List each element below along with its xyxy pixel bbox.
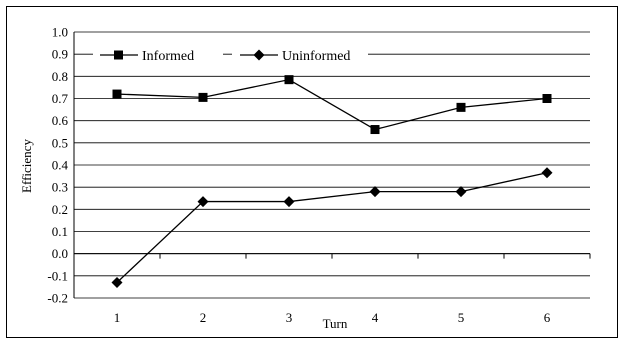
x-tick-label: 1: [114, 310, 121, 325]
legend-marker-uninformed: [253, 49, 265, 61]
data-point-informed: [456, 102, 466, 112]
data-point-informed: [198, 92, 208, 102]
data-point-uninformed: [541, 167, 553, 179]
series-line-uninformed: [116, 172, 548, 283]
data-point-uninformed: [369, 186, 381, 198]
legend-label-uninformed: Uninformed: [282, 49, 350, 64]
data-point-uninformed: [455, 186, 467, 198]
y-tick-label: -0.2: [47, 291, 68, 306]
x-tick-label: 4: [372, 310, 379, 325]
y-tick-label: 0.0: [52, 246, 68, 261]
x-axis-label: Turn: [323, 316, 348, 331]
x-tick-label: 3: [286, 310, 293, 325]
y-tick-label: 0.5: [52, 135, 68, 150]
legend-marker-informed: [114, 50, 123, 60]
y-tick-label: 0.6: [52, 113, 69, 128]
data-point-informed: [370, 125, 380, 135]
y-tick-labels: 1.0 0.9 0.8 0.7 0.6 0.5 0.4 0.3 0.2 0.1 0.0 -0.1 -0.…: [47, 25, 68, 306]
y-tick-label: 0.4: [52, 158, 69, 173]
series-line-informed: [116, 78, 548, 131]
y-axis-label: Efficiency: [19, 139, 34, 193]
data-point-informed: [542, 94, 552, 103]
y-tick-label: 0.7: [52, 91, 69, 106]
legend-background-2: [232, 44, 368, 66]
legend-label-informed: Informed: [142, 49, 194, 64]
y-tick-label: 1.0: [52, 25, 68, 40]
data-point-uninformed: [283, 196, 295, 208]
legend: Informed Uninformed: [93, 44, 368, 66]
y-tick-label: 0.9: [52, 47, 68, 62]
gridlines: [73, 31, 591, 299]
y-tick-label: 0.3: [52, 180, 68, 195]
x-tick-labels: 1 2 3 4 5 6: [114, 310, 551, 325]
x-tick-label: 6: [544, 310, 551, 325]
y-tick-label: -0.1: [47, 268, 68, 283]
data-point-uninformed: [111, 276, 123, 288]
data-point-informed: [284, 75, 294, 85]
y-tick-label: 0.1: [52, 224, 68, 239]
x-tick-label: 5: [458, 310, 465, 325]
y-tick-label: 0.8: [52, 69, 68, 84]
data-point-informed: [112, 89, 122, 99]
series-lines: [111, 75, 553, 288]
data-point-uninformed: [197, 196, 209, 208]
x-tick-label: 2: [200, 310, 207, 325]
y-tick-label: 0.2: [52, 202, 68, 217]
legend-background: [93, 44, 223, 66]
